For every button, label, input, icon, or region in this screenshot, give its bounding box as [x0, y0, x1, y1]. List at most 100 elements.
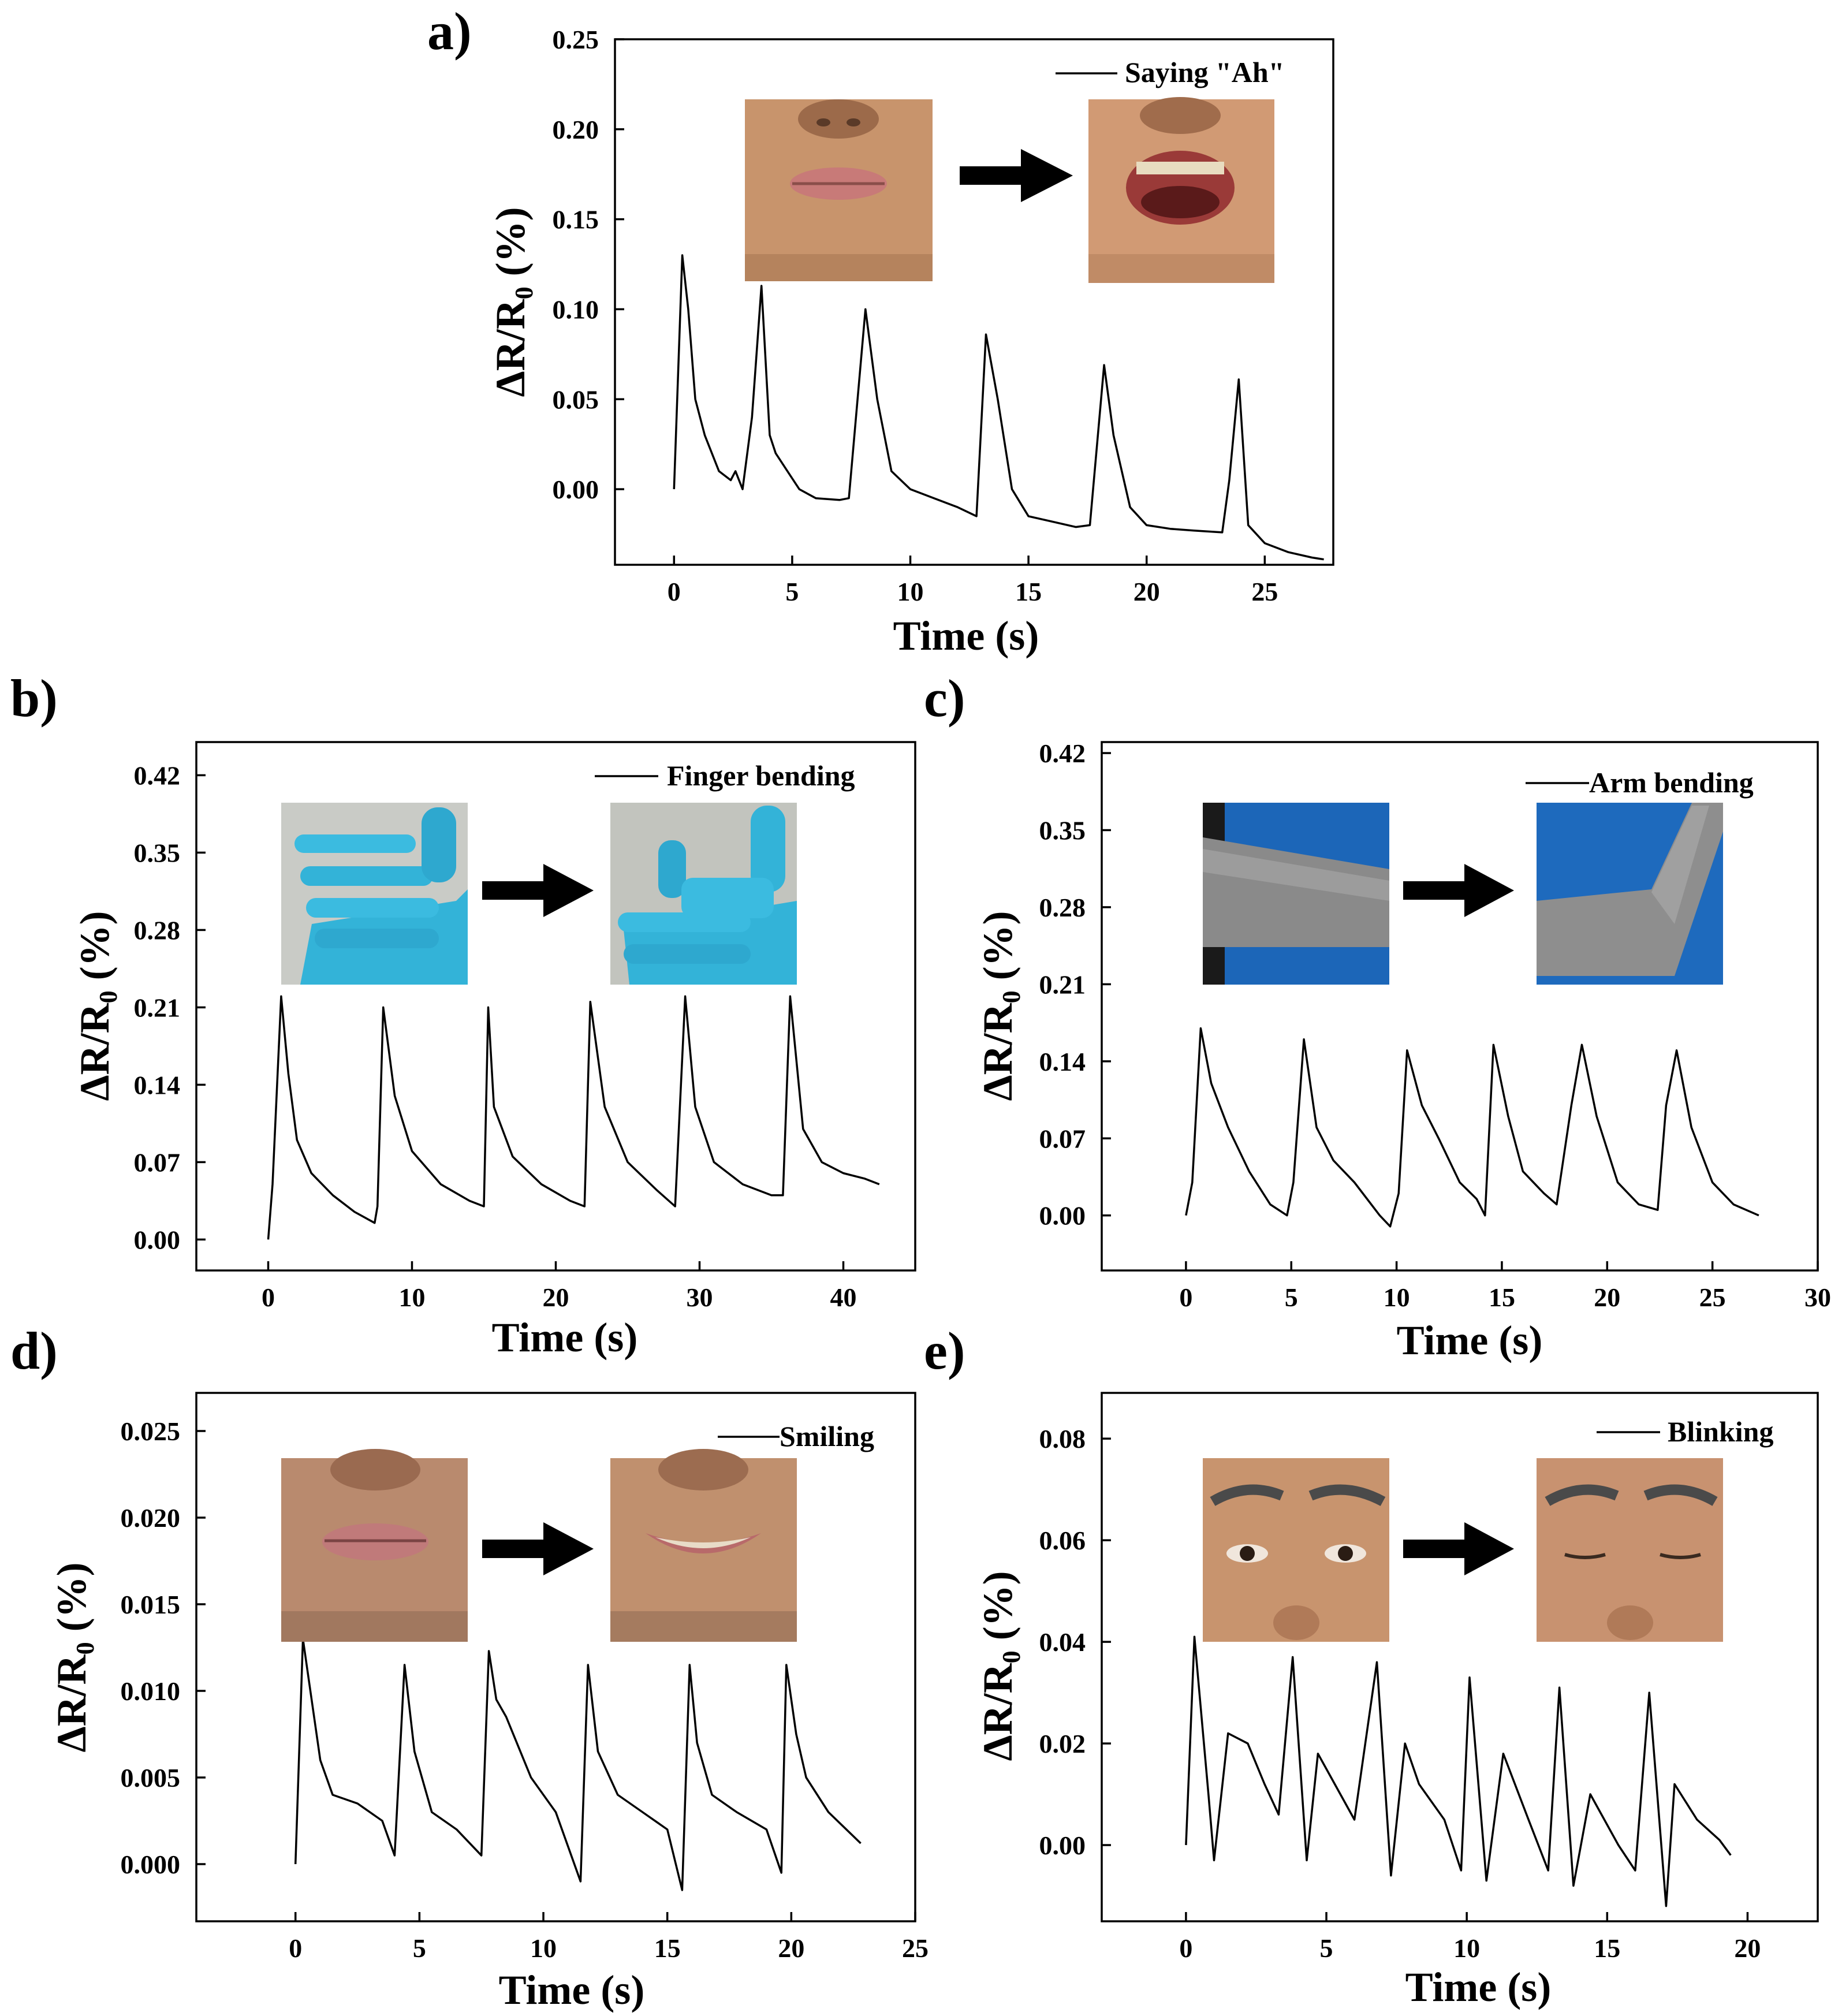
panel-d-y-tick-label: 0.010	[121, 1676, 181, 1706]
panel-b-letter: b)	[10, 669, 58, 728]
panel-d-x-tick-label: 15	[654, 1933, 681, 1963]
panel-b-legend-label: Finger bending	[667, 759, 855, 792]
panel-a-y-tick-label: 0.10	[553, 295, 599, 324]
panel-a-letter: a)	[427, 2, 472, 61]
panel-e-inset-before-photo	[1203, 1458, 1389, 1642]
panel-a-transition-arrow-icon	[960, 149, 1073, 202]
panel-c-x-tick-label: 10	[1384, 1283, 1410, 1312]
panel-d-x-axis-label: Time (s)	[499, 1967, 645, 2013]
panel-d-y-tick-label: 0.000	[121, 1850, 181, 1879]
panel-b-y-tick-label: 0.28	[134, 915, 181, 945]
panel-b-x-axis-label: Time (s)	[492, 1314, 638, 1361]
panel-b-x-tick-label: 30	[687, 1283, 713, 1312]
panel-d-ticks: 0 5 10 15 20 25 0.000 0.005 0.010 0.015 0.020 0.025	[121, 1417, 929, 1963]
panel-e-ticks: 0 5 10 15 20 0.00 0.02 0.04 0.06 0.08	[1039, 1424, 1761, 1963]
panel-c-y-tick-label: 0.00	[1039, 1201, 1086, 1231]
panel-a: a) 0 5 10 15 20 25 0.00 0.05 0.10 0.15 0.20 0.25 Ti…	[427, 2, 1334, 659]
panel-d-y-tick-label: 0.005	[121, 1763, 181, 1793]
panel-b-transition-arrow-icon	[482, 864, 594, 917]
panel-d-series-line	[294, 1638, 862, 1891]
panel-e-y-tick-label: 0.04	[1039, 1627, 1086, 1657]
panel-d-transition-arrow-icon	[482, 1522, 594, 1575]
panel-b-series-line	[267, 995, 880, 1240]
panel-d-inset-after-photo	[610, 1449, 797, 1642]
panel-b-x-tick-label: 40	[830, 1283, 857, 1312]
panel-d-legend-label: Smiling	[780, 1420, 874, 1452]
panel-b-inset-after-photo	[610, 803, 797, 985]
panel-d-x-tick-label: 20	[778, 1933, 804, 1963]
panel-c-y-tick-label: 0.14	[1039, 1047, 1086, 1076]
panel-e: e) 0 5 10 15 20 0.00 0.02 0.04 0.06 0.08 Time (s)…	[924, 1321, 1819, 2010]
panel-a-x-tick-label: 5	[785, 577, 799, 606]
panel-d-x-tick-label: 0	[289, 1933, 302, 1963]
panel-a-y-tick-label: 0.15	[553, 205, 599, 234]
panel-a-ticks: 0 5 10 15 20 25 0.00 0.05 0.10 0.15 0.20 0.25	[553, 25, 1278, 606]
panel-d-y-axis-label: ΔR/R0 (%)	[49, 1562, 99, 1752]
panel-e-y-axis-label: ΔR/R0 (%)	[975, 1571, 1026, 1761]
panel-c-ticks: 0 5 10 15 20 25 30 0.00 0.07 0.14 0.21 0.28 0.35 0.42	[1039, 739, 1832, 1312]
panel-c-y-tick-label: 0.21	[1039, 970, 1086, 999]
panel-e-y-tick-label: 0.08	[1039, 1424, 1086, 1454]
panel-b-ticks: 0 10 20 30 40 0.00 0.07 0.14 0.21 0.28 0.35 0.42	[134, 761, 857, 1312]
panel-b-y-tick-label: 0.00	[134, 1225, 181, 1254]
panel-e-x-tick-label: 15	[1594, 1933, 1620, 1963]
panel-e-letter: e)	[924, 1321, 965, 1380]
panel-b-x-tick-label: 20	[543, 1283, 569, 1312]
panel-b-inset-before-photo	[281, 803, 468, 985]
panel-c-plot-frame	[1101, 741, 1819, 1272]
panel-b-x-tick-label: 0	[262, 1283, 275, 1312]
panel-c-y-tick-label: 0.42	[1039, 739, 1086, 768]
panel-c-y-tick-label: 0.35	[1039, 816, 1086, 845]
panel-e-y-tick-label: 0.00	[1039, 1831, 1086, 1860]
panel-b-y-axis-label: ΔR/R0 (%)	[72, 911, 122, 1101]
panel-d-y-tick-label: 0.020	[121, 1503, 181, 1533]
panel-c-x-tick-label: 30	[1804, 1283, 1831, 1312]
panel-d-y-tick-label: 0.015	[121, 1590, 181, 1619]
panel-a-x-tick-label: 15	[1015, 577, 1042, 606]
panel-a-legend-label: Saying "Ah"	[1125, 56, 1284, 88]
panel-c-x-tick-label: 15	[1489, 1283, 1515, 1312]
panel-a-inset-before-photo	[745, 99, 933, 281]
panel-a-series-line	[673, 254, 1324, 561]
panel-a-x-axis-label: Time (s)	[893, 613, 1039, 659]
panel-e-x-tick-label: 20	[1734, 1933, 1761, 1963]
panel-e-inset-after-photo	[1537, 1458, 1723, 1642]
panel-a-x-tick-label: 10	[897, 577, 924, 606]
panel-c-y-tick-label: 0.28	[1039, 893, 1086, 922]
panel-c-transition-arrow-icon	[1403, 864, 1514, 917]
panel-c-y-tick-label: 0.07	[1039, 1124, 1086, 1153]
panel-d-inset-before-photo	[281, 1449, 468, 1642]
panel-e-transition-arrow-icon	[1403, 1522, 1514, 1575]
panel-a-x-tick-label: 25	[1251, 577, 1278, 606]
panel-a-x-tick-label: 20	[1133, 577, 1160, 606]
panel-c-x-tick-label: 0	[1179, 1283, 1192, 1312]
panel-c-y-axis-label: ΔR/R0 (%)	[975, 911, 1026, 1101]
panel-c-x-tick-label: 5	[1285, 1283, 1298, 1312]
panel-c-x-tick-label: 25	[1699, 1283, 1726, 1312]
panel-e-x-tick-label: 0	[1179, 1933, 1192, 1963]
panel-c-x-axis-label: Time (s)	[1397, 1317, 1543, 1363]
panel-d-x-tick-label: 25	[902, 1933, 929, 1963]
panel-d-x-tick-label: 10	[530, 1933, 557, 1963]
panel-a-y-tick-label: 0.05	[553, 385, 599, 414]
panel-d-x-tick-label: 5	[413, 1933, 426, 1963]
panel-c-x-tick-label: 20	[1594, 1283, 1620, 1312]
panel-b-y-tick-label: 0.42	[134, 761, 181, 790]
panel-c-legend-label: Arm bending	[1589, 766, 1754, 799]
panel-b-y-tick-label: 0.21	[134, 993, 181, 1022]
panel-e-y-tick-label: 0.02	[1039, 1729, 1086, 1758]
panel-e-plot-frame	[1101, 1392, 1819, 1922]
panel-e-x-axis-label: Time (s)	[1405, 1964, 1552, 2010]
panel-b-y-tick-label: 0.14	[134, 1070, 181, 1100]
panel-a-y-tick-label: 0.20	[553, 115, 599, 144]
panel-a-y-axis-label: ΔR/R0 (%)	[487, 207, 538, 397]
panel-c: c) 0 5 10 15 20 25 300.000.070.140.210.280.350…	[924, 669, 1831, 1363]
panel-a-y-tick-label: 0.25	[553, 25, 599, 54]
panel-d-plot-frame	[195, 1392, 916, 1922]
panel-e-y-tick-label: 0.06	[1039, 1526, 1086, 1555]
panel-d: d) 0 5 10 15 20 25 0.000 0.005 0.010 0.015 0.020 0.…	[10, 1321, 929, 2013]
panel-b-y-tick-label: 0.07	[134, 1147, 181, 1177]
panel-e-series-line	[1185, 1635, 1732, 1907]
panel-e-x-tick-label: 5	[1320, 1933, 1333, 1963]
